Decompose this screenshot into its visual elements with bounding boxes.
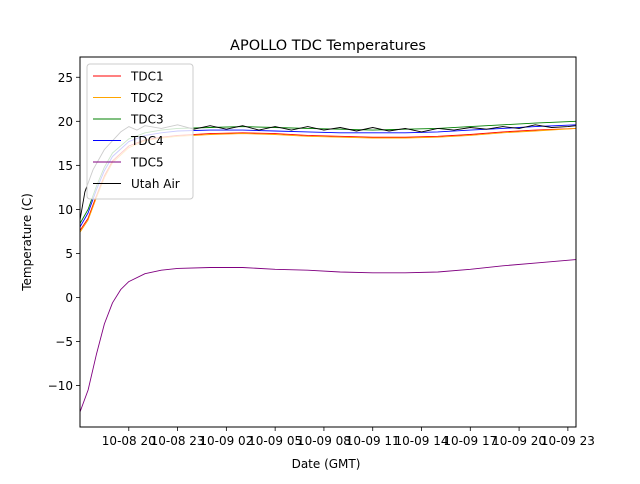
plot-area-frame <box>79 56 577 428</box>
x-tick-label: 10-09 08 <box>297 434 351 448</box>
x-tick-label: 10-08 20 <box>102 434 156 448</box>
legend-label: TDC2 <box>130 91 164 105</box>
series-line-tdc5 <box>79 259 577 413</box>
legend-label: TDC5 <box>130 156 164 170</box>
legend-label: TDC3 <box>130 113 164 127</box>
legend-label: Utah Air <box>131 177 180 191</box>
x-axis-label: Date (GMT) <box>292 457 361 471</box>
y-tick-label: 5 <box>65 247 73 261</box>
y-tick-label: −5 <box>55 335 73 349</box>
y-tick-label: 10 <box>58 203 73 217</box>
x-tick-label: 10-09 23 <box>541 434 595 448</box>
legend: TDC1 TDC2 TDC3 TDC4 TDC5 Utah Air <box>86 63 194 200</box>
chart-title: APOLLO TDC Temperatures <box>230 38 426 54</box>
legend-label: TDC1 <box>130 70 164 84</box>
x-tick-label: 10-09 05 <box>248 434 302 448</box>
y-axis-label: Temperature (C) <box>20 193 34 292</box>
y-tick-label: 0 <box>65 291 73 305</box>
y-tick-label: −10 <box>48 379 73 393</box>
y-tick-label: 20 <box>58 115 73 129</box>
y-axis: −10 −5 0 5 10 15 20 25 <box>48 71 80 393</box>
x-tick-label: 10-09 11 <box>346 434 400 448</box>
legend-label: TDC4 <box>130 134 164 148</box>
x-tick-label: 10-09 20 <box>492 434 546 448</box>
x-tick-label: 10-09 17 <box>443 434 497 448</box>
x-tick-label: 10-09 14 <box>395 434 449 448</box>
x-tick-label: 10-09 02 <box>199 434 253 448</box>
y-tick-label: 15 <box>58 159 73 173</box>
x-tick-label: 10-08 23 <box>151 434 205 448</box>
y-tick-label: 25 <box>58 71 73 85</box>
